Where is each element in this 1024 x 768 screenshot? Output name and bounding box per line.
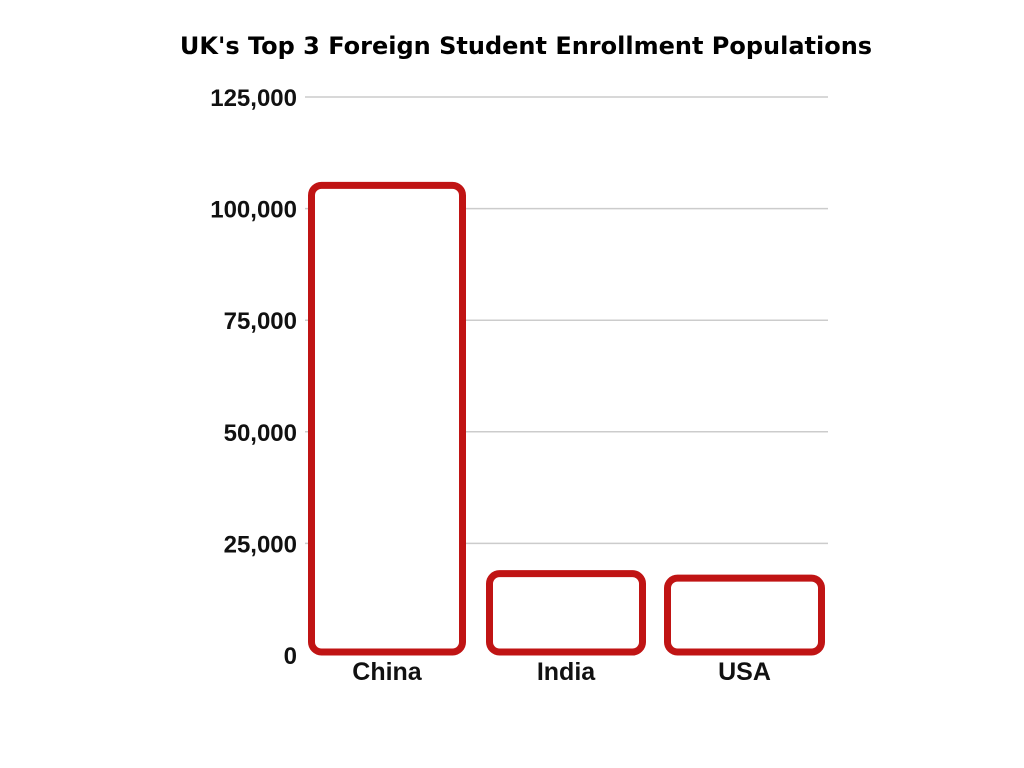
chart-title: UK's Top 3 Foreign Student Enrollment Po… bbox=[180, 32, 872, 60]
x-tick-label: China bbox=[352, 658, 423, 686]
y-tick-label: 75,000 bbox=[224, 308, 297, 335]
y-tick-label: 125,000 bbox=[210, 85, 297, 112]
x-axis-labels: China India USA bbox=[352, 658, 771, 686]
y-tick-label: 25,000 bbox=[224, 531, 297, 558]
y-tick-label: 50,000 bbox=[224, 420, 297, 447]
bar-usa bbox=[664, 574, 825, 656]
x-tick-label: India bbox=[537, 658, 596, 686]
y-tick-label: 100,000 bbox=[210, 197, 297, 224]
y-axis-ticks: 0 25,000 50,000 75,000 100,000 125,000 bbox=[210, 85, 297, 670]
bar-india bbox=[486, 570, 646, 656]
bar-china bbox=[308, 181, 466, 656]
x-tick-label: USA bbox=[718, 658, 771, 686]
bars bbox=[308, 181, 825, 656]
y-tick-label: 0 bbox=[284, 643, 297, 670]
